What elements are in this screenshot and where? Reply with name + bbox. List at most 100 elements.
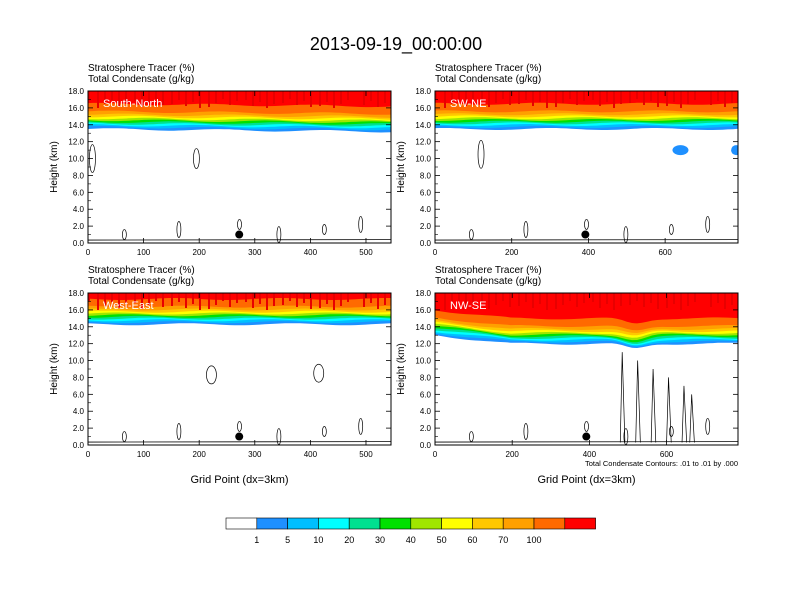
tracer-streak	[333, 293, 335, 310]
tracer-streak	[236, 293, 238, 303]
tracer-streak	[377, 293, 379, 309]
tracer-streak	[347, 293, 349, 302]
condensate-contour	[635, 360, 641, 443]
plot-area	[435, 293, 738, 445]
tracer-streak	[155, 91, 157, 99]
tracer-streak	[310, 293, 312, 309]
colorbar-swatch	[564, 517, 596, 530]
tracer-band	[88, 293, 391, 300]
y-axis-label: Height (km)	[49, 141, 60, 193]
tracer-streak	[620, 91, 622, 104]
x-tick-label: 600	[660, 450, 674, 459]
y-tick-label: 16.0	[415, 104, 431, 113]
condensate-contour	[176, 423, 182, 440]
y-tick-label: 0.0	[73, 239, 85, 248]
tracer-streak	[215, 91, 217, 103]
tracer-streak	[199, 91, 201, 108]
condensate-contour	[193, 148, 200, 169]
colorbar-swatch	[533, 517, 566, 530]
tracer-streak	[347, 91, 349, 100]
tracer-streak	[680, 293, 682, 310]
tracer-streak	[118, 91, 120, 106]
tracer-streak	[171, 293, 173, 306]
y-tick-label: 4.0	[73, 407, 85, 416]
tracer-streak	[495, 91, 497, 103]
y-tick-label: 14.0	[415, 323, 431, 332]
tracer-streak	[326, 91, 328, 102]
tracer-streak	[502, 91, 504, 99]
tracer-streak	[717, 293, 719, 303]
condensate-contour	[358, 216, 364, 233]
tracer-streak	[162, 91, 164, 105]
colorbar-label: 70	[498, 535, 508, 545]
x-tick-label: 300	[248, 248, 262, 257]
tracer-streak	[118, 293, 120, 308]
x-tick-label: 400	[583, 450, 597, 459]
tracer-streak	[666, 91, 668, 106]
condensate-contour	[237, 219, 242, 230]
tracer-streak	[694, 293, 696, 302]
tracer-streak	[458, 293, 460, 302]
y-tick-label: 18.0	[415, 87, 431, 96]
condensate-contour	[477, 139, 485, 169]
tracer-streak	[148, 91, 150, 103]
tracer-streak	[303, 293, 305, 303]
tracer-streak	[319, 91, 321, 106]
field-label-tracer: Stratosphere Tracer (%)	[435, 265, 542, 276]
condensate-contour	[176, 221, 182, 238]
x-tick-label: 200	[506, 450, 520, 459]
colorbar-label: 60	[467, 535, 477, 545]
x-tick-label: 0	[433, 248, 438, 257]
tracer-streak	[687, 293, 689, 306]
colorbar-swatch	[287, 517, 319, 530]
tracer-streak	[502, 293, 504, 301]
x-tick-label: 200	[193, 450, 207, 459]
y-tick-label: 14.0	[415, 121, 431, 130]
x-tick-label: 500	[359, 248, 373, 257]
tracer-streak	[266, 91, 268, 108]
tracer-streak	[384, 91, 386, 103]
tracer-streak	[525, 91, 527, 100]
condensate-contour	[122, 229, 127, 240]
x-tick-label: 0	[86, 248, 91, 257]
y-tick-label: 0.0	[73, 441, 85, 450]
panel-west-east: Stratosphere Tracer (%)Total Condensate …	[49, 265, 392, 486]
tracer-streak	[673, 91, 675, 102]
tracer-streak	[650, 91, 652, 101]
tracer-streak	[134, 91, 136, 101]
tracer-streak	[532, 91, 534, 106]
tracer-streak	[731, 293, 733, 305]
tracer-streak	[370, 91, 372, 101]
condensate-contour	[650, 368, 657, 443]
tracer-streak	[192, 91, 194, 102]
tracer-streak	[687, 91, 689, 104]
tracer-streak	[724, 91, 726, 107]
tracer-streak	[636, 293, 638, 301]
tracer-streak	[546, 293, 548, 310]
tracer-streak	[666, 293, 668, 308]
tracer-streak	[229, 293, 231, 307]
tracer-streak	[363, 293, 365, 307]
tracer-streak	[509, 293, 511, 307]
tracer-streak	[599, 91, 601, 106]
tracer-streak	[488, 91, 490, 107]
colorbar-swatch	[472, 517, 504, 530]
tracer-streak	[650, 293, 652, 303]
colorbar-swatch	[379, 517, 412, 530]
tracer-streak	[296, 91, 298, 105]
y-tick-label: 6.0	[73, 188, 85, 197]
tracer-streak	[178, 293, 180, 302]
y-tick-label: 4.0	[420, 205, 432, 214]
tracer-streak	[613, 293, 615, 310]
tracer-streak	[525, 293, 527, 302]
tracer-streak	[673, 293, 675, 304]
tracer-streak	[185, 91, 187, 106]
tracer-streak	[88, 293, 90, 301]
tracer-streak	[599, 293, 601, 308]
y-axis-label: Height (km)	[49, 343, 60, 395]
condensate-contour	[668, 224, 674, 235]
tracer-streak	[488, 293, 490, 309]
field-label-condensate: Total Condensate (g/kg)	[88, 74, 194, 85]
tracer-streak	[606, 293, 608, 304]
tracer-streak	[629, 91, 631, 103]
